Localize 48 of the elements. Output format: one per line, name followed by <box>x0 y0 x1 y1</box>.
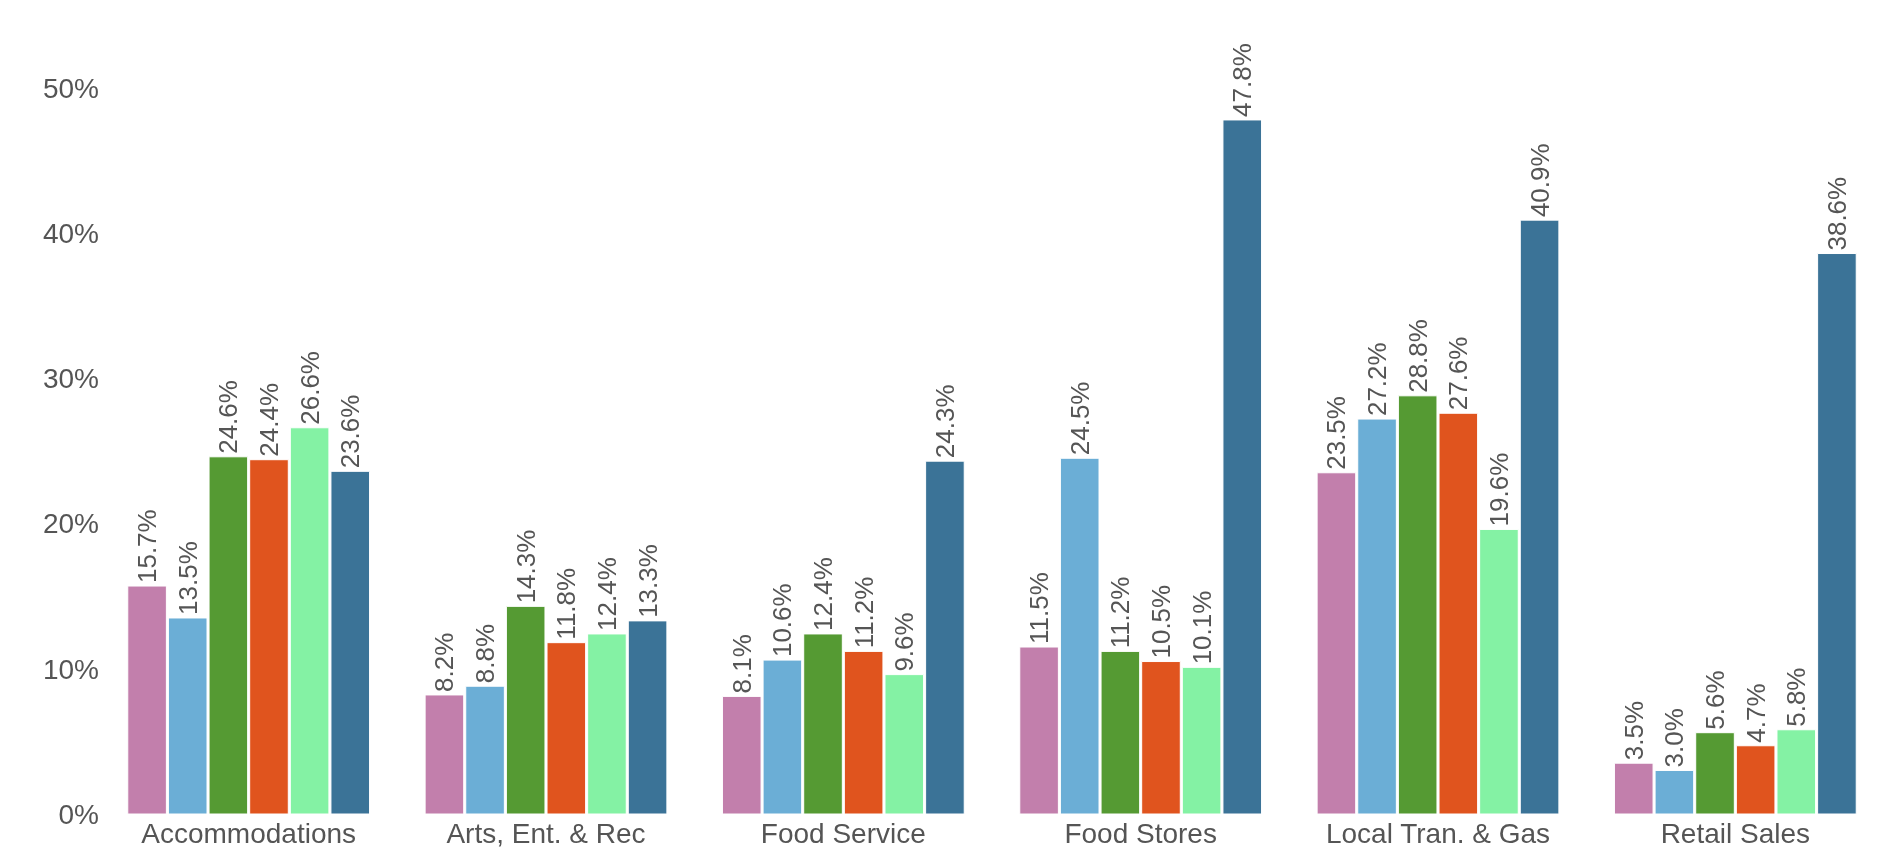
x-tick-label: Food Service <box>760 818 926 849</box>
data-label: 5.8% <box>1781 667 1812 727</box>
data-label: 27.2% <box>1362 342 1393 417</box>
x-tick-label: Arts, Ent. & Rec <box>446 818 646 849</box>
y-tick-label: 50% <box>42 72 99 104</box>
x-tick-label: Local Tran. & Gas <box>1325 818 1551 849</box>
data-label: 40.9% <box>1524 143 1555 218</box>
data-label: 24.4% <box>253 382 284 457</box>
data-label: 11.2% <box>848 576 879 649</box>
data-label: 13.5% <box>172 541 203 615</box>
data-label: 8.1% <box>726 634 757 694</box>
data-label: 11.2% <box>1105 576 1136 649</box>
data-label: 23.5% <box>1321 396 1352 470</box>
data-label: 10.6% <box>767 583 798 658</box>
data-label: 12.4% <box>808 557 839 631</box>
x-tick-label: Accommodations <box>141 818 357 849</box>
data-label: 12.4% <box>591 557 622 631</box>
data-label: 11.8% <box>551 567 582 640</box>
y-tick-label: 30% <box>42 363 99 395</box>
y-tick-label: 0% <box>58 798 99 830</box>
data-label: 23.6% <box>335 394 366 469</box>
data-label: 26.6% <box>294 351 325 425</box>
y-tick-label: 10% <box>42 653 99 685</box>
data-label: 24.6% <box>213 380 244 454</box>
data-label: 47.8% <box>1227 43 1258 117</box>
data-label: 19.6% <box>1483 452 1514 527</box>
data-label: 28.8% <box>1402 319 1433 393</box>
y-tick-label: 40% <box>42 218 99 249</box>
x-tick-label: Retail Sales <box>1660 818 1811 849</box>
data-label: 38.6% <box>1821 176 1852 251</box>
data-label: 3.5% <box>1618 700 1649 761</box>
data-label: 10.5% <box>1145 584 1176 659</box>
data-label: 4.7% <box>1740 683 1771 743</box>
data-label: 13.3% <box>632 544 663 618</box>
data-label: 3.0% <box>1659 708 1690 768</box>
data-label: 9.6% <box>889 612 920 672</box>
data-label: 14.3% <box>510 529 541 604</box>
data-label: 8.2% <box>429 632 460 692</box>
data-label: 8.8% <box>470 623 501 684</box>
x-tick-label: Food Stores <box>1064 818 1217 849</box>
data-label: 27.6% <box>1443 336 1474 411</box>
data-label: 24.5% <box>1064 381 1095 456</box>
data-label: 24.3% <box>929 384 960 459</box>
data-label: 10.1% <box>1186 590 1217 665</box>
data-label: 15.7% <box>132 509 163 584</box>
data-label: 11.5% <box>1024 572 1055 645</box>
data-label: 5.6% <box>1700 670 1731 730</box>
y-tick-label: 20% <box>42 508 99 540</box>
